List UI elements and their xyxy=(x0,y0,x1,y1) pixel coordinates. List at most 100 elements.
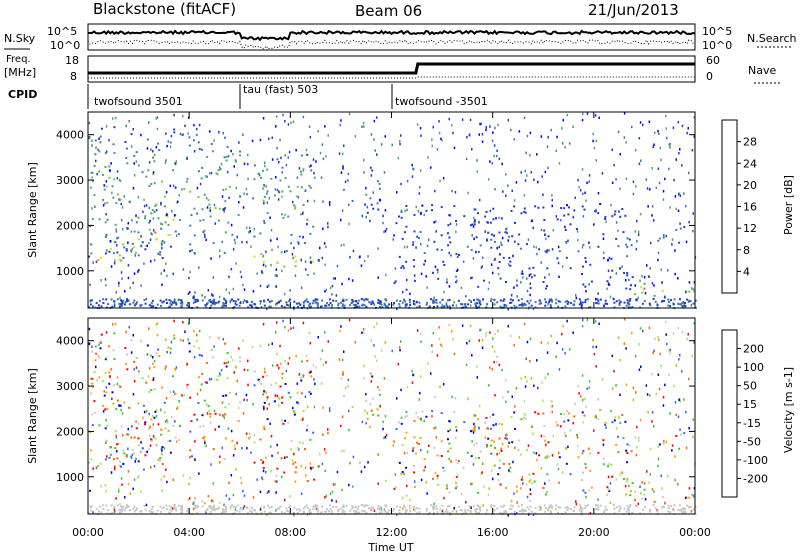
power-cell xyxy=(486,238,489,241)
velocity-cell xyxy=(643,493,646,496)
velocity-cell xyxy=(622,437,625,440)
velocity-cell xyxy=(567,445,569,448)
velocity-cell xyxy=(654,506,657,509)
power-cell xyxy=(418,192,421,195)
power-cell xyxy=(611,215,614,218)
velocity-cell xyxy=(340,450,343,453)
velocity-cell xyxy=(299,509,302,512)
power-cell xyxy=(214,222,216,225)
velocity-cell xyxy=(161,463,164,465)
power-cell xyxy=(456,256,459,259)
velocity-cell xyxy=(550,334,552,338)
velocity-cell xyxy=(148,327,150,330)
power-cell xyxy=(377,247,379,250)
velocity-cell xyxy=(166,480,168,484)
velocity-cell xyxy=(278,507,280,510)
velocity-cell xyxy=(681,370,683,373)
velocity-cell xyxy=(104,358,107,361)
velocity-cell xyxy=(526,449,528,452)
velocity-cell xyxy=(559,506,562,509)
power-cell xyxy=(194,291,196,294)
power-cell xyxy=(619,300,622,303)
power-cell xyxy=(692,302,695,305)
velocity-cell xyxy=(254,509,256,512)
velocity-cell xyxy=(239,360,242,363)
velocity-cell xyxy=(625,383,628,386)
velocity-cell xyxy=(508,469,510,472)
velocity-cell xyxy=(116,383,119,386)
velocity-cell xyxy=(259,490,262,494)
velocity-cell xyxy=(522,482,524,485)
power-cell xyxy=(580,300,582,303)
power-cell xyxy=(303,242,306,244)
velocity-cell xyxy=(552,435,554,438)
velocity-cell xyxy=(296,382,299,385)
power-cell xyxy=(250,300,253,303)
velocity-cell xyxy=(181,507,184,510)
power-cell xyxy=(494,257,496,261)
velocity-cell xyxy=(439,507,442,510)
power-cell xyxy=(161,301,164,304)
power-cell xyxy=(503,303,506,306)
power-cell xyxy=(325,288,328,292)
power-cell xyxy=(121,300,124,303)
power-cell xyxy=(625,304,628,307)
velocity-cell xyxy=(164,427,167,430)
velocity-cell xyxy=(300,379,303,382)
power-cell xyxy=(110,298,113,301)
power-cell xyxy=(198,123,201,127)
velocity-cell xyxy=(192,502,194,505)
velocity-cell xyxy=(118,490,120,493)
velocity-cell xyxy=(578,509,581,512)
power-cell xyxy=(403,231,406,234)
velocity-cell xyxy=(526,483,528,486)
power-cell xyxy=(573,209,576,212)
power-cell xyxy=(173,214,176,217)
velocity-cell xyxy=(93,371,96,373)
velocity-cell xyxy=(435,426,437,429)
power-cell xyxy=(366,298,369,301)
velocity-cell xyxy=(145,381,148,384)
power-cell xyxy=(172,184,175,187)
velocity-cell xyxy=(519,453,522,456)
power-cell xyxy=(365,193,368,196)
power-cell xyxy=(306,153,309,156)
velocity-cell xyxy=(524,375,526,379)
velocity-cell xyxy=(189,497,191,500)
power-cell xyxy=(247,177,249,181)
power-cell xyxy=(213,139,215,142)
velocity-cell xyxy=(461,509,464,512)
power-cell xyxy=(567,301,570,304)
velocity-cell xyxy=(137,476,139,479)
power-cell xyxy=(144,302,147,305)
power-cell xyxy=(266,212,269,215)
power-cell xyxy=(582,112,584,116)
velocity-cell xyxy=(658,387,661,391)
velocity-cell xyxy=(392,444,394,447)
power-cell xyxy=(660,158,662,162)
power-cell xyxy=(263,200,265,203)
power-cell xyxy=(403,245,406,249)
velocity-cell xyxy=(464,510,467,513)
power-cell xyxy=(275,268,278,271)
power-cell xyxy=(363,158,365,162)
velocity-cell xyxy=(243,505,245,508)
power-cell xyxy=(451,124,453,127)
velocity-cell xyxy=(235,506,237,509)
velocity-cell xyxy=(632,386,635,390)
velocity-cell xyxy=(108,456,111,459)
velocity-cell xyxy=(120,509,123,511)
power-cell xyxy=(573,300,576,303)
velocity-cell xyxy=(342,504,345,507)
power-cell xyxy=(400,216,403,219)
velocity-cell xyxy=(379,512,381,514)
power-cell xyxy=(88,137,91,140)
velocity-cell xyxy=(529,493,532,496)
velocity-cell xyxy=(673,384,675,388)
power-cell xyxy=(294,255,297,258)
velocity-cell xyxy=(238,407,240,410)
power-cell xyxy=(201,166,204,169)
power-cell xyxy=(308,302,311,305)
velocity-cell xyxy=(392,509,395,512)
power-cell xyxy=(155,117,157,120)
